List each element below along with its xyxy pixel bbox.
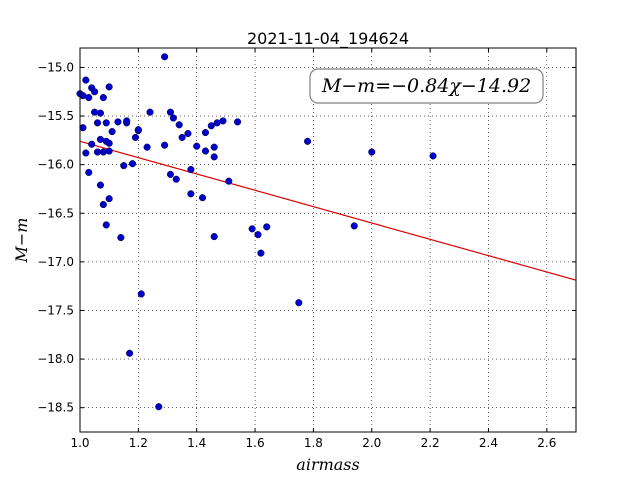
data-point: [91, 108, 99, 116]
data-point: [304, 137, 312, 145]
x-tick-labels: 1.0 1.2 1.4 1.6 1.8 2.0 2.2 2.4 2.6: [70, 436, 556, 450]
data-point: [263, 223, 271, 231]
y-tick-label: −17.0: [37, 255, 74, 269]
x-tick-label: 2.2: [421, 436, 440, 450]
data-point: [161, 53, 169, 61]
y-tick-label: −15.0: [37, 60, 74, 74]
data-point: [93, 119, 102, 127]
data-point: [169, 114, 177, 122]
data-point: [120, 162, 128, 170]
data-point: [91, 88, 99, 96]
data-point: [128, 160, 137, 168]
data-point: [166, 108, 174, 116]
grid: [79, 48, 576, 432]
data-point: [198, 194, 207, 202]
data-point: [187, 165, 195, 174]
x-tick-label: 2.4: [479, 436, 498, 450]
x-tick-label: 1.6: [246, 436, 265, 450]
x-tick-label: 1.4: [187, 436, 206, 450]
data-point: [126, 349, 134, 357]
data-point: [254, 231, 262, 239]
data-point: [99, 200, 107, 209]
y-tick-label: −18.5: [37, 401, 74, 415]
data-point: [350, 222, 358, 230]
plot-frame: [79, 47, 577, 433]
data-point: [219, 117, 227, 125]
data-point: [96, 181, 104, 189]
data-point: [201, 129, 210, 137]
data-point: [225, 177, 233, 185]
data-point: [175, 121, 183, 129]
data-point: [146, 108, 154, 116]
x-axis-label: airmass: [296, 455, 359, 474]
data-point: [105, 83, 113, 91]
x-tick-label: 2.6: [537, 436, 556, 450]
data-point: [178, 133, 186, 141]
fit-line: [79, 140, 577, 281]
y-tick-label: −17.5: [37, 303, 74, 317]
data-point: [99, 148, 107, 156]
data-point: [210, 143, 218, 151]
fit-annotation: M−m=−0.84χ−14.92: [309, 68, 544, 104]
data-point: [137, 290, 145, 298]
data-point: [210, 153, 218, 161]
y-tick-label: −16.5: [37, 206, 74, 220]
data-point: [105, 147, 113, 155]
data-point: [105, 195, 113, 203]
fit-annotation-box: [309, 68, 544, 104]
fit-annotation-text: M−m=−0.84χ−14.92: [321, 75, 531, 97]
data-point: [123, 117, 131, 125]
data-point: [96, 109, 104, 117]
data-point: [207, 122, 215, 130]
data-point: [131, 133, 139, 141]
data-point: [201, 147, 210, 155]
data-point: [210, 233, 218, 241]
data-point: [108, 128, 116, 136]
data-point: [257, 249, 265, 257]
data-point: [79, 124, 87, 132]
fit-line-layer: [79, 140, 577, 281]
data-point: [193, 142, 201, 150]
data-point: [85, 168, 93, 176]
x-tick-label: 2.0: [362, 436, 381, 450]
data-point: [114, 118, 122, 126]
data-point: [99, 94, 107, 102]
y-axis-label: M−m: [12, 218, 31, 264]
data-point: [105, 139, 113, 147]
data-point: [143, 143, 151, 151]
y-tick-label: −15.5: [37, 109, 74, 123]
data-points: [76, 53, 437, 411]
data-point: [368, 148, 376, 156]
data-point: [429, 152, 437, 160]
data-point: [187, 190, 195, 198]
data-point: [184, 129, 192, 138]
data-point: [155, 403, 163, 411]
y-tick-label: −18.0: [37, 352, 74, 366]
data-point: [295, 299, 303, 307]
data-point: [102, 119, 110, 127]
data-point: [117, 234, 125, 242]
x-tick-label: 1.0: [70, 436, 89, 450]
data-point: [102, 221, 110, 229]
data-point: [161, 141, 169, 149]
x-tick-label: 1.8: [304, 436, 323, 450]
chart-title: 2021-11-04_194624: [247, 29, 409, 49]
data-point: [166, 170, 174, 178]
data-point: [82, 149, 90, 157]
y-tick-labels: −15.0 −15.5 −16.0 −16.5 −17.0 −17.5 −18.0 −18.5: [37, 60, 74, 414]
data-point: [172, 175, 180, 183]
data-point: [85, 94, 93, 102]
axis-ticks: [79, 48, 576, 432]
y-tick-label: −16.0: [37, 158, 74, 172]
x-tick-label: 1.2: [129, 436, 148, 450]
data-point: [248, 225, 256, 233]
data-point: [88, 140, 96, 148]
data-point: [82, 76, 90, 84]
data-point: [134, 126, 142, 134]
data-point: [234, 118, 242, 126]
